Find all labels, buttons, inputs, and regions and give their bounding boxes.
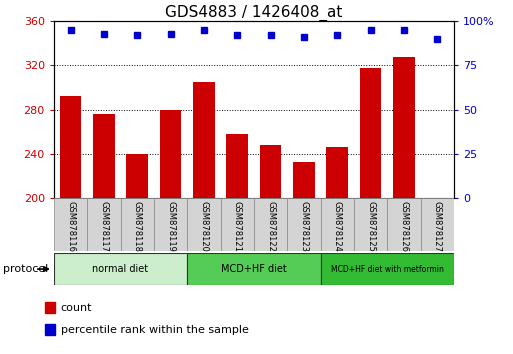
Bar xyxy=(354,198,387,251)
Bar xyxy=(293,162,315,198)
Text: GSM878123: GSM878123 xyxy=(300,201,308,252)
Bar xyxy=(187,253,321,285)
Text: GSM878124: GSM878124 xyxy=(333,201,342,252)
Title: GDS4883 / 1426408_at: GDS4883 / 1426408_at xyxy=(165,5,343,21)
Bar xyxy=(45,302,55,313)
Text: GSM878122: GSM878122 xyxy=(266,201,275,252)
Text: GSM878119: GSM878119 xyxy=(166,201,175,252)
Bar xyxy=(187,198,221,251)
Text: GSM878120: GSM878120 xyxy=(200,201,208,252)
Bar xyxy=(154,198,187,251)
Bar xyxy=(221,198,254,251)
Text: GSM878127: GSM878127 xyxy=(433,201,442,252)
Text: GSM878125: GSM878125 xyxy=(366,201,375,252)
Bar xyxy=(54,198,87,251)
Bar xyxy=(160,110,182,198)
Bar xyxy=(60,97,82,198)
Text: GSM878118: GSM878118 xyxy=(133,201,142,252)
Text: normal diet: normal diet xyxy=(92,264,149,274)
Bar xyxy=(326,147,348,198)
Text: GSM878116: GSM878116 xyxy=(66,201,75,252)
Bar xyxy=(126,154,148,198)
Text: count: count xyxy=(61,303,92,313)
Text: GSM878117: GSM878117 xyxy=(100,201,108,252)
Bar xyxy=(393,57,415,198)
Bar xyxy=(321,198,354,251)
Bar xyxy=(121,198,154,251)
Bar xyxy=(321,253,454,285)
Bar xyxy=(360,68,382,198)
Bar xyxy=(421,198,454,251)
Text: MCD+HF diet with metformin: MCD+HF diet with metformin xyxy=(331,264,444,274)
Text: MCD+HF diet: MCD+HF diet xyxy=(221,264,287,274)
Text: percentile rank within the sample: percentile rank within the sample xyxy=(61,325,248,335)
Text: protocol: protocol xyxy=(3,264,48,274)
Bar xyxy=(260,145,282,198)
Bar xyxy=(87,198,121,251)
Bar xyxy=(193,82,215,198)
Text: GSM878126: GSM878126 xyxy=(400,201,408,252)
Bar xyxy=(287,198,321,251)
Bar xyxy=(387,198,421,251)
Bar xyxy=(93,114,115,198)
Text: GSM878121: GSM878121 xyxy=(233,201,242,252)
Bar xyxy=(226,134,248,198)
Bar xyxy=(54,253,187,285)
Bar xyxy=(254,198,287,251)
Bar xyxy=(45,324,55,335)
